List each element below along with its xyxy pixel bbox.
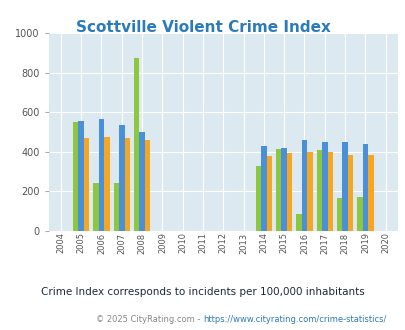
Bar (362, 144, 367, 231)
Bar (119, 125, 124, 231)
Bar (255, 166, 260, 231)
Bar (281, 148, 286, 231)
Bar (78, 121, 84, 231)
Bar (113, 183, 119, 231)
Bar (327, 152, 332, 231)
Bar (124, 138, 130, 231)
Bar (307, 152, 312, 231)
Bar (145, 140, 150, 231)
Bar (139, 132, 145, 231)
Bar (301, 140, 307, 231)
Bar (367, 155, 373, 231)
Bar (84, 138, 89, 231)
Bar (286, 153, 292, 231)
Bar (93, 183, 98, 231)
Bar (341, 142, 347, 231)
Bar (321, 142, 327, 231)
Text: https://www.cityrating.com/crime-statistics/: https://www.cityrating.com/crime-statist… (202, 314, 386, 324)
Bar (98, 119, 104, 231)
Bar (356, 197, 362, 231)
Bar (260, 146, 266, 231)
Bar (316, 150, 321, 231)
Bar (275, 149, 281, 231)
Bar (336, 198, 341, 231)
Text: © 2025 CityRating.com -: © 2025 CityRating.com - (96, 314, 202, 324)
Bar (104, 137, 109, 231)
Bar (296, 214, 301, 231)
Bar (134, 58, 139, 231)
Bar (266, 156, 271, 231)
Bar (347, 155, 352, 231)
Text: Scottville Violent Crime Index: Scottville Violent Crime Index (75, 20, 330, 35)
Text: Crime Index corresponds to incidents per 100,000 inhabitants: Crime Index corresponds to incidents per… (41, 287, 364, 297)
Bar (73, 122, 78, 231)
